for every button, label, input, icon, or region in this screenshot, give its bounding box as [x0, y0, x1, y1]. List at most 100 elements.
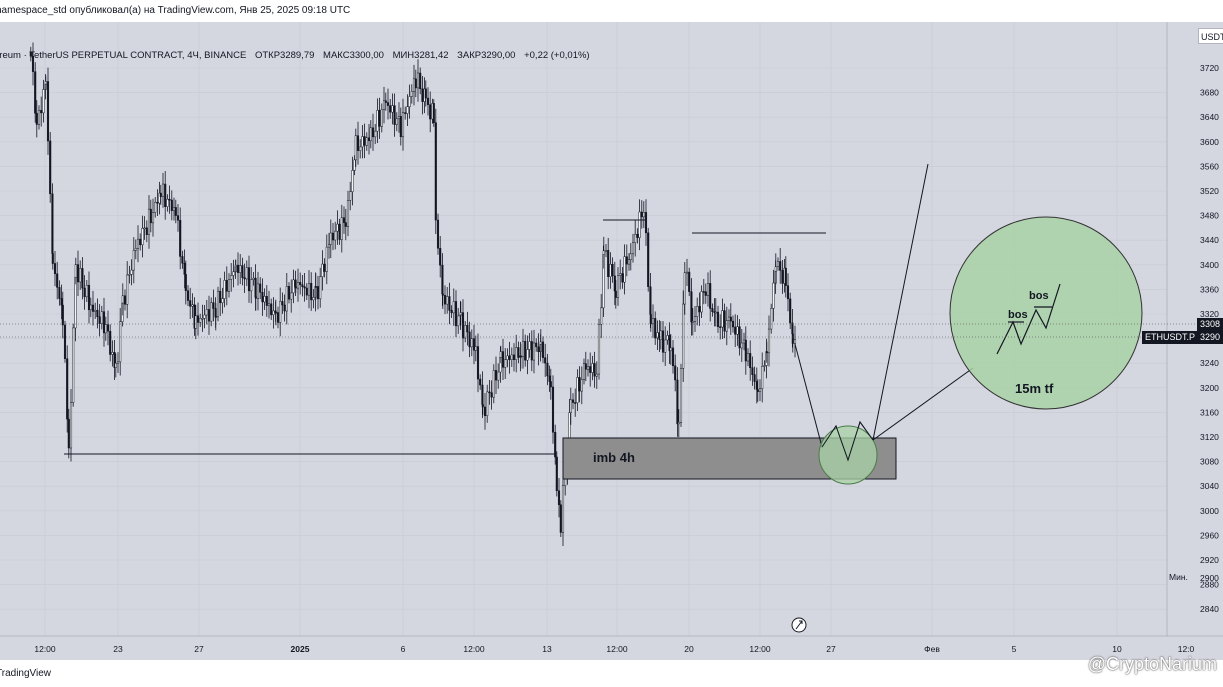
time-tick-label: 12:00 [463, 644, 485, 654]
candle-body [76, 264, 80, 283]
candle-body [161, 183, 165, 197]
candle-body [323, 263, 326, 272]
entry-circle [818, 425, 878, 485]
candle-body [201, 318, 204, 320]
candle-body [37, 110, 41, 125]
candle-body [530, 341, 533, 361]
candle-body [492, 370, 495, 398]
candle-body [276, 312, 280, 323]
candle-body [216, 290, 220, 318]
candle-body [416, 72, 420, 89]
candle-body [139, 238, 142, 246]
price-tick-label: 3640 [1200, 112, 1219, 122]
candle-body [186, 290, 190, 301]
candle-body [569, 399, 572, 413]
candle-body [397, 116, 401, 120]
min-value: 2900 [1200, 573, 1219, 583]
candle-body [677, 422, 680, 425]
time-axis[interactable] [0, 636, 1223, 660]
candle-body [669, 347, 672, 352]
candle-body [393, 105, 396, 125]
candle-body [399, 116, 402, 138]
candle-body [629, 253, 632, 260]
candle-body [359, 146, 362, 151]
time-tick-label: 12:00 [606, 644, 628, 654]
candle-body [537, 346, 540, 353]
price-tick-label: 3600 [1200, 137, 1219, 147]
projected-price-path [794, 163, 929, 462]
candle-body [321, 263, 324, 277]
candle-body [234, 264, 237, 267]
candle-body [189, 300, 192, 307]
candle-body [627, 259, 631, 265]
candle-body [755, 381, 758, 390]
candle-body [111, 352, 114, 355]
currency-selector[interactable]: USDT [1198, 28, 1223, 44]
candle-body [721, 310, 724, 328]
candle-body [100, 311, 103, 324]
candle-body [497, 371, 500, 381]
candle-body [83, 287, 86, 298]
candle-body [361, 136, 364, 148]
candle-body [744, 339, 747, 362]
candle-body [727, 316, 731, 321]
candle-body [354, 135, 357, 161]
scroll-to-realtime-icon[interactable] [791, 617, 807, 633]
candle-body [363, 136, 366, 146]
time-tick-label: Фев [924, 644, 940, 654]
candle-body [461, 312, 465, 339]
candle-body [149, 208, 152, 224]
candle-body [683, 272, 686, 305]
candle-body [85, 284, 88, 298]
price-tick-label: 3160 [1200, 407, 1219, 417]
price-tick-label: 3320 [1200, 309, 1219, 319]
price-tick-label: 3360 [1200, 284, 1219, 294]
candle-body [549, 381, 552, 388]
time-axis-ticks: 12:00 23 27 2025 6 12:00 13 12:00 20 12:00 27 Фев 5 1… [34, 644, 1194, 654]
price-chart[interactable]: imb 4h bos bos 15m tf 3720 3680 3640 3600 35… [0, 22, 1223, 660]
candle-body [196, 315, 200, 323]
candle-body [382, 100, 386, 110]
candle-body [283, 304, 286, 312]
candle-body [87, 284, 91, 311]
candle-body [419, 72, 422, 90]
candle-body [781, 270, 784, 284]
candle-body [380, 109, 383, 127]
candle-body [589, 366, 592, 373]
candle-body [141, 228, 144, 246]
candle-body [31, 55, 35, 72]
candle-body [693, 316, 697, 322]
candle-body [625, 256, 628, 265]
candle-body [671, 347, 675, 367]
candle-body [504, 359, 507, 368]
price-tick-label: 3120 [1200, 432, 1219, 442]
candle-body [164, 183, 167, 207]
candle-body [611, 264, 614, 277]
symbol-tag: ETHUSDT.P [1142, 331, 1199, 344]
candle-body [96, 309, 99, 318]
candle-body [674, 365, 677, 381]
price-tick-label: 2840 [1200, 604, 1219, 614]
time-tick-label: 27 [194, 644, 204, 654]
candle-body [666, 335, 669, 341]
candle-body [98, 316, 101, 324]
candle-body [506, 355, 509, 361]
candle-body [376, 109, 379, 132]
candle-body [548, 375, 551, 382]
candle-body [46, 81, 50, 142]
candle-body [479, 378, 482, 386]
chart-area[interactable]: imb 4h bos bos 15m tf 3720 3680 3640 3600 35… [0, 22, 1223, 660]
candle-body [481, 404, 484, 408]
candle-body [476, 346, 480, 380]
time-tick-label: 12:00 [34, 644, 56, 654]
candle-body [647, 232, 650, 287]
candle-body [448, 296, 451, 311]
candle-body [60, 298, 63, 306]
candle-body [591, 363, 594, 373]
candle-body [154, 201, 157, 213]
candle-body [301, 284, 304, 287]
candle-body [199, 318, 202, 323]
candle-body [719, 326, 722, 328]
candle-body [472, 338, 476, 351]
candle-body [316, 286, 320, 300]
